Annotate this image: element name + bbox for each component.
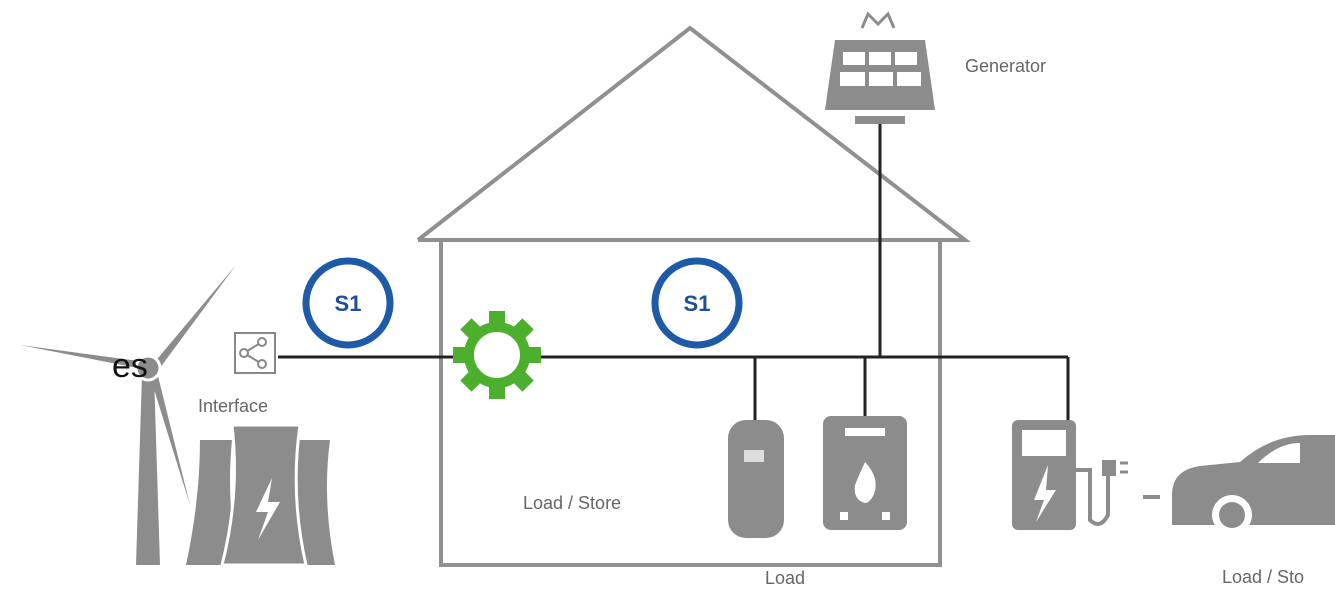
solar-panel [825,14,935,124]
s1-label: S1 [335,291,362,316]
storage-tank [728,420,784,538]
s1-label: S1 [684,291,711,316]
power-plant [186,425,335,565]
interface-icon [235,333,275,373]
load-label: Load [765,568,805,588]
charging-station [1012,420,1160,530]
generator-label: Generator [965,56,1046,76]
edge-text: es [112,347,148,385]
gear [453,311,541,399]
car [1172,435,1335,535]
interface-label: Interface [198,396,268,416]
load-store-label: Load / Sto [1222,567,1304,587]
diagram: es Generator Interface S1 S1 Load / Stor… [0,0,1335,590]
boiler [823,416,907,530]
load-store-label: Load / Store [523,493,621,513]
